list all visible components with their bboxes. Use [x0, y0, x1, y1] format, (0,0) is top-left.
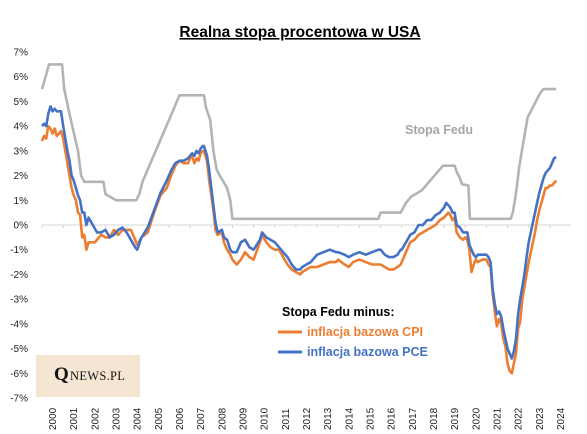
chart-title: Realna stopa procentowa w USA: [179, 24, 420, 41]
y-tick-label: 3%: [14, 146, 29, 157]
x-tick-label: 2018: [429, 407, 440, 430]
y-tick-label: -6%: [10, 369, 28, 380]
x-tick-label: 2004: [133, 407, 144, 430]
x-tick-label: 2002: [90, 407, 101, 430]
y-tick-label: -1%: [10, 245, 28, 256]
logo-text: NEWS.PL: [70, 369, 126, 383]
x-tick-label: 2006: [175, 407, 186, 430]
series-line-pce: [41, 105, 557, 360]
logo-q: Q: [54, 364, 69, 385]
x-tick-label: 2012: [302, 407, 313, 430]
series-line-cpi: [40, 124, 558, 375]
x-tick-label: 2019: [450, 407, 461, 430]
y-tick-label: -4%: [10, 319, 28, 330]
x-tick-label: 2001: [69, 407, 80, 430]
y-tick-label: -5%: [10, 344, 28, 355]
x-tick-label: 2005: [154, 407, 165, 430]
x-tick-label: 2015: [365, 407, 376, 430]
x-tick-label: 2010: [260, 407, 271, 430]
x-tick-label: 2014: [344, 407, 355, 430]
legend-entry-pce: inflacja bazowa PCE: [307, 345, 428, 359]
qnews-logo: Q NEWS.PL: [36, 355, 140, 397]
y-tick-label: -2%: [10, 270, 28, 281]
x-tick-label: 2009: [239, 407, 250, 430]
x-tick-label: 2007: [196, 407, 207, 430]
x-tick-label: 2003: [112, 407, 123, 430]
x-tick-label: 2008: [217, 407, 228, 430]
y-axis-ticks: 7% 6% 5% 4% 3% 2% 1% 0% -1% -2% -3% -4% -5% -6% -7%: [10, 48, 28, 405]
x-tick-label: 2017: [408, 407, 419, 430]
x-tick-label: 2013: [323, 407, 334, 430]
y-tick-label: 1%: [14, 196, 29, 207]
y-tick-label: 4%: [14, 122, 29, 133]
y-tick-label: -3%: [10, 295, 28, 306]
y-tick-label: 0%: [14, 221, 29, 232]
x-tick-label: 2000: [48, 407, 59, 430]
x-tick-label: 2011: [281, 408, 292, 430]
fed-rate-annotation: Stopa Fedu: [405, 123, 473, 137]
y-tick-label: -7%: [10, 394, 28, 405]
series-line-fed-rate: [40, 63, 557, 221]
x-tick-label: 2021: [492, 407, 503, 430]
x-tick-label: 2023: [535, 407, 546, 430]
x-tick-label: 2022: [514, 407, 525, 430]
legend-title: Stopa Fedu minus:: [282, 305, 395, 319]
legend-entry-cpi: inflacja bazowa CPI: [307, 325, 423, 339]
series-layer: [40, 63, 558, 375]
y-tick-label: 2%: [14, 171, 29, 182]
x-tick-label: 2020: [471, 407, 482, 430]
x-tick-label: 2024: [556, 407, 567, 430]
x-tick-label: 2016: [387, 407, 398, 430]
y-tick-label: 5%: [14, 97, 29, 108]
y-tick-label: 7%: [14, 48, 29, 59]
y-tick-label: 6%: [14, 72, 29, 83]
